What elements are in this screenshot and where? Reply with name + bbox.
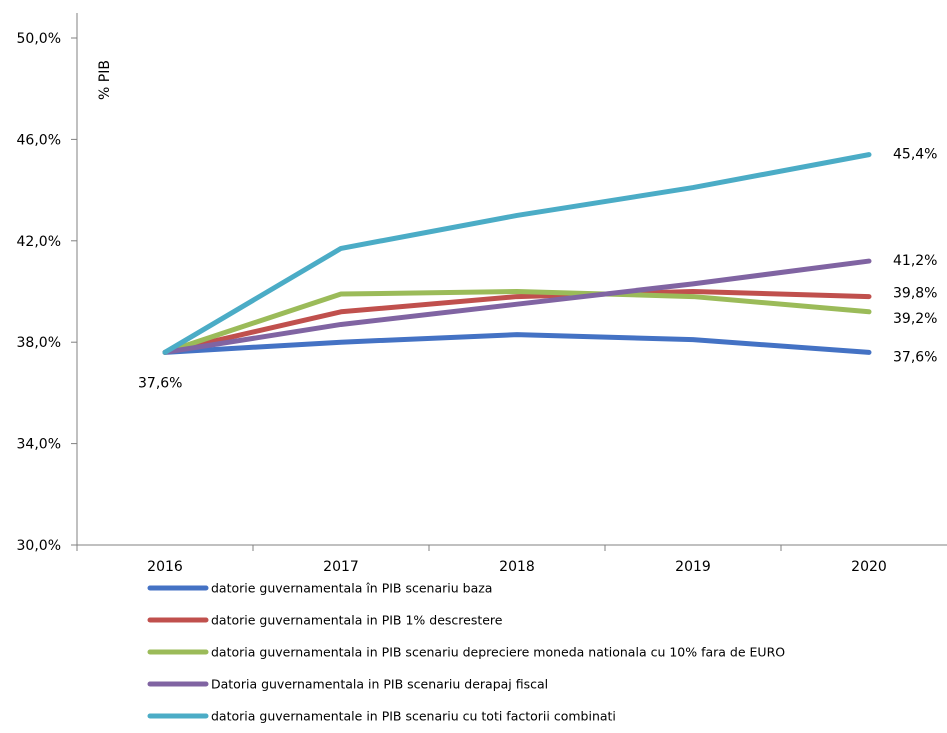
x-tick-label: 2018: [499, 559, 535, 575]
axes: [76, 13, 947, 546]
data-label: 37,6%: [138, 375, 182, 391]
data-label: 39,8%: [893, 286, 937, 302]
data-label: 45,4%: [893, 147, 937, 163]
legend-label: datoria guvernamentala in PIB scenariu d…: [211, 645, 785, 660]
y-tick-label: 38,0%: [17, 335, 61, 351]
data-label: 39,2%: [893, 311, 937, 327]
data-labels: 37,6% 45,4% 41,2% 39,8% 39,2% 37,6%: [138, 147, 937, 392]
x-tick-label: 2020: [851, 559, 887, 575]
x-tick-label: 2016: [147, 559, 183, 575]
x-axis-ticks: 2016 2017 2018 2019 2020: [76, 545, 887, 575]
y-tick-label: 34,0%: [17, 437, 61, 453]
series-line-4: [162, 258, 872, 355]
legend-label: Datoria guvernamentala in PIB scenariu d…: [211, 677, 548, 692]
y-tick-label: 42,0%: [17, 234, 61, 250]
legend: datorie guvernamentala în PIB scenariu b…: [147, 581, 785, 724]
series-line-1: [162, 332, 872, 355]
legend-label: datorie guvernamentala în PIB scenariu b…: [211, 581, 492, 596]
legend-label: datorie guvernamentala in PIB 1% descres…: [211, 613, 503, 628]
series-line-5: [162, 152, 872, 355]
legend-label: datoria guvernamentale in PIB scenariu c…: [211, 709, 616, 724]
series-lines: [162, 152, 872, 355]
series-line-2: [162, 289, 872, 355]
y-axis-title: % PIB: [97, 60, 113, 100]
x-tick-label: 2017: [323, 559, 359, 575]
data-label: 41,2%: [893, 253, 937, 269]
series-line-3: [162, 289, 872, 355]
y-tick-label: 30,0%: [17, 538, 61, 554]
y-tick-label: 46,0%: [17, 132, 61, 148]
x-tick-label: 2019: [675, 559, 711, 575]
y-tick-label: 50,0%: [17, 31, 61, 47]
data-label: 37,6%: [893, 349, 937, 365]
y-axis-ticks: 30,0% 34,0% 38,0% 42,0% 46,0% 50,0%: [17, 31, 77, 554]
